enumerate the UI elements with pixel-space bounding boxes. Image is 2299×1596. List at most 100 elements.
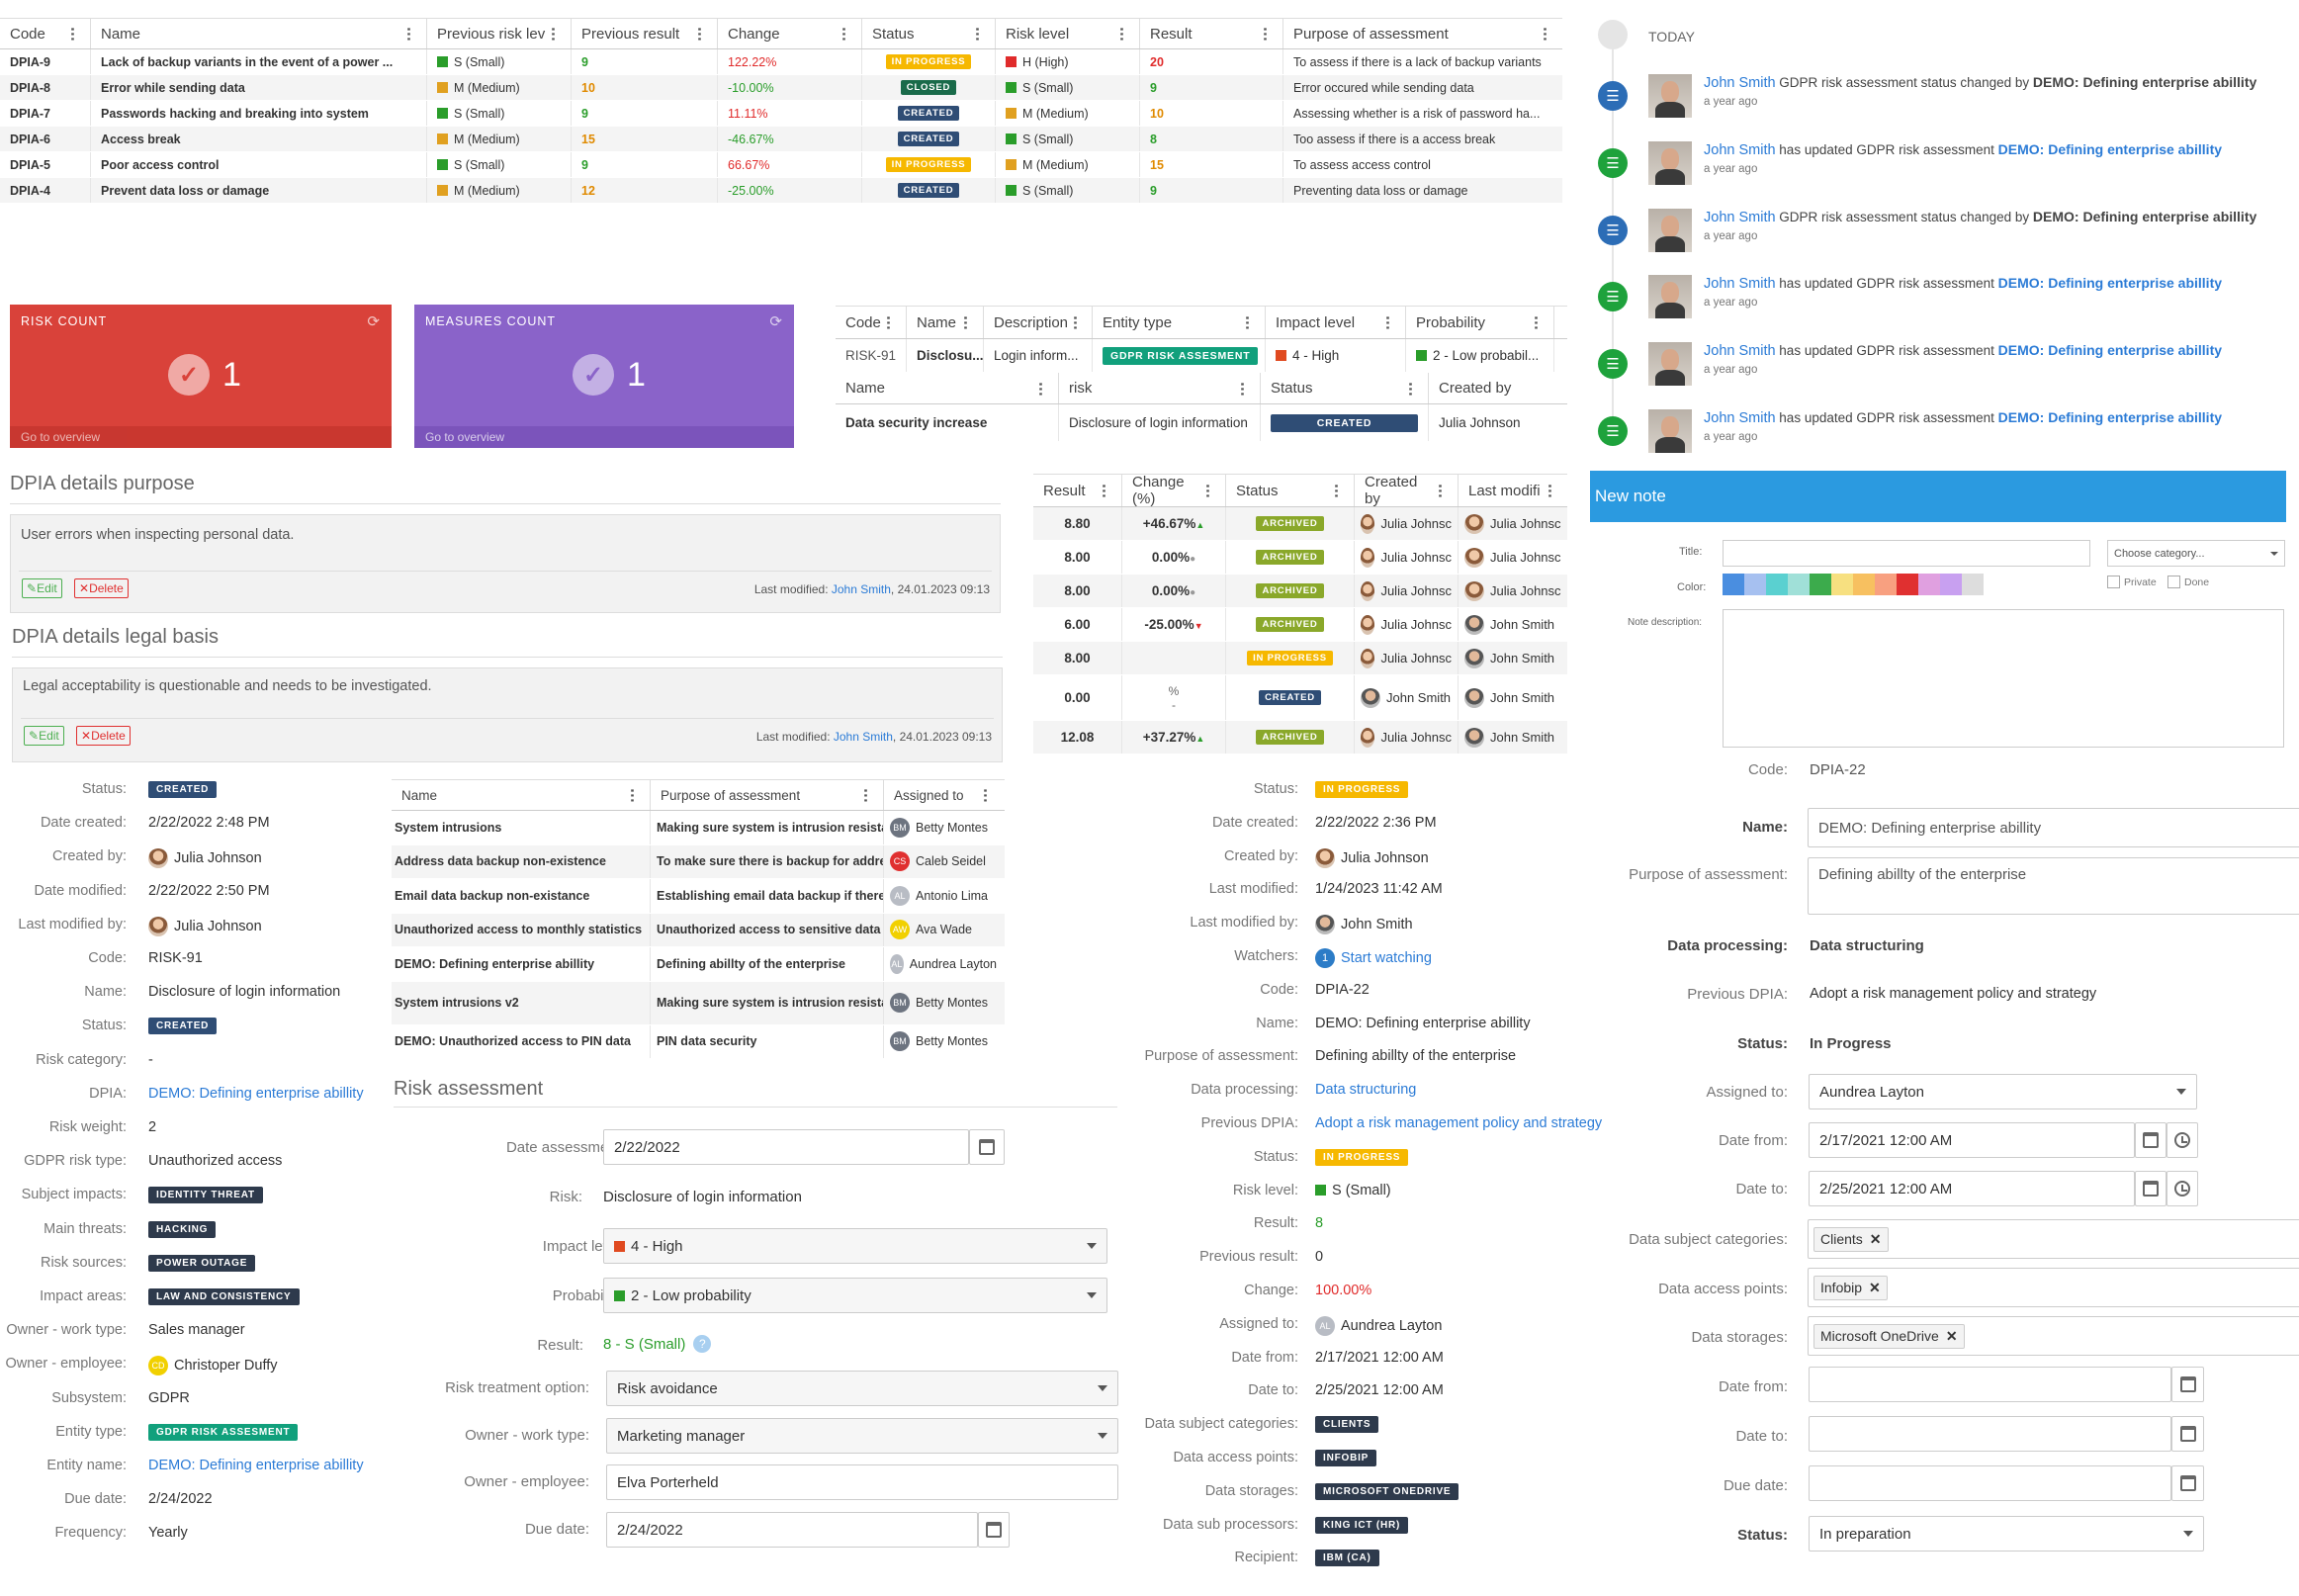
table-row[interactable]: DPIA-4 Prevent data loss or damage M (Medi… xyxy=(0,178,1562,204)
col-risk-level[interactable]: Risk level ⋯ xyxy=(996,19,1140,48)
color-swatch[interactable] xyxy=(1962,574,1984,595)
user-link[interactable]: John Smith xyxy=(1704,209,1776,225)
col-probability[interactable]: Probability ⋯ xyxy=(1406,307,1554,338)
date-picker-button[interactable] xyxy=(969,1129,1005,1165)
card-footer[interactable]: Go to overview xyxy=(414,426,794,448)
go-to-overview-link[interactable]: Go to overview xyxy=(425,430,505,444)
color-swatch[interactable] xyxy=(1723,574,1744,595)
entry-target-link[interactable]: DEMO: Defining enterprise abillity xyxy=(2032,208,2257,224)
col-purpose[interactable]: Purpose of assessment ⋯ xyxy=(651,780,884,810)
table-row[interactable]: Address data backup non-existence To make… xyxy=(392,844,1005,879)
entry-target-link[interactable]: DEMO: Defining enterprise abillity xyxy=(1997,140,2223,157)
col-description[interactable]: Description ⋯ xyxy=(984,307,1093,338)
date-assessment-input[interactable]: 2/22/2022 xyxy=(603,1129,969,1165)
column-menu-icon[interactable]: ⋯ xyxy=(64,27,81,41)
column-menu-icon[interactable]: ⋯ xyxy=(1542,484,1558,497)
col-impact[interactable]: Impact level ⋯ xyxy=(1266,307,1406,338)
prev-dpia-link[interactable]: Adopt a risk management policy and strat… xyxy=(1810,986,2097,1002)
col-name[interactable]: Name ⋯ xyxy=(91,19,427,48)
entry-target-link[interactable]: DEMO: Defining enterprise abillity xyxy=(1997,275,2223,292)
modified-user-link[interactable]: John Smith xyxy=(833,730,893,744)
card-footer[interactable]: Go to overview xyxy=(10,426,392,448)
date-to-time-button[interactable] xyxy=(2166,1171,2198,1206)
refresh-icon[interactable]: ⟳ xyxy=(367,313,380,330)
modified-user-link[interactable]: John Smith xyxy=(831,582,891,596)
delete-button[interactable]: ✕Delete xyxy=(76,726,131,746)
table-row[interactable]: 0.00% - CREATED John Smith John Smith xyxy=(1033,675,1567,721)
color-swatch[interactable] xyxy=(1853,574,1875,595)
col-entity[interactable]: Entity type ⋯ xyxy=(1093,307,1266,338)
edit-button[interactable]: ✎Edit xyxy=(22,578,62,598)
column-menu-icon[interactable]: ⋯ xyxy=(400,27,417,41)
remove-tag-icon[interactable]: ✕ xyxy=(1869,1279,1881,1295)
col-assigned[interactable]: Assigned to ⋯ xyxy=(884,780,1003,810)
access-points-input[interactable]: Infobip ✕ xyxy=(1808,1268,2299,1307)
go-to-overview-link[interactable]: Go to overview xyxy=(21,430,101,444)
column-menu-icon[interactable]: ⋯ xyxy=(1402,381,1419,396)
column-menu-icon[interactable]: ⋯ xyxy=(1096,484,1112,497)
owner-emp-input[interactable]: Elva Porterheld xyxy=(606,1464,1118,1500)
value-text[interactable]: DEMO: Defining enterprise abillity xyxy=(148,1085,364,1102)
treatment-select[interactable]: Risk avoidance xyxy=(606,1371,1118,1406)
dpia-value[interactable]: DEMO: Defining enterprise abillity xyxy=(148,1086,364,1102)
user-link[interactable]: John Smith xyxy=(1704,343,1776,360)
column-menu-icon[interactable]: ⋯ xyxy=(691,27,708,41)
color-swatch[interactable] xyxy=(1788,574,1810,595)
col-purpose[interactable]: Purpose of assessment ⋯ xyxy=(1283,19,1562,48)
help-icon[interactable]: ? xyxy=(693,1335,712,1353)
name-input[interactable]: DEMO: Defining enterprise abillity xyxy=(1808,808,2299,847)
col-code[interactable]: Code ⋯ xyxy=(836,307,907,338)
col-prev-result[interactable]: Previous result ⋯ xyxy=(572,19,718,48)
col-change[interactable]: Change (%) ⋯ xyxy=(1122,474,1226,507)
col-name[interactable]: Name ⋯ xyxy=(907,307,984,338)
col-status[interactable]: Status ⋯ xyxy=(862,19,996,48)
table-row[interactable]: 8.80 +46.67%▲ ARCHIVED Julia Johnsc Julia Jo… xyxy=(1033,507,1567,541)
table-row[interactable]: DPIA-7 Passwords hacking and breaking int… xyxy=(0,101,1562,127)
owner-work-select[interactable]: Marketing manager xyxy=(606,1418,1118,1454)
table-row[interactable]: DEMO: Defining enterprise abillity Defini… xyxy=(392,947,1005,982)
color-swatch[interactable] xyxy=(1918,574,1940,595)
value-text[interactable]: Adopt a risk management policy and strat… xyxy=(1315,1115,1603,1131)
date-from-calendar-button[interactable] xyxy=(2135,1122,2166,1158)
col-name[interactable]: Name ⋯ xyxy=(836,373,1059,403)
private-checkbox[interactable]: Private xyxy=(2107,576,2157,588)
table-row[interactable]: Data security increase Disclosure of log… xyxy=(836,404,1567,442)
assigned-select[interactable]: Aundrea Layton xyxy=(1809,1074,2197,1109)
risk-count-card[interactable]: RISK COUNT ⟳ ✓ 1 Go to overview xyxy=(10,305,392,448)
color-swatch[interactable] xyxy=(1831,574,1853,595)
table-row[interactable]: 8.00 IN PROGRESS Julia Johnsc John Smith xyxy=(1033,642,1567,675)
date-from-input[interactable]: 2/17/2021 12:00 AM xyxy=(1809,1122,2135,1158)
col-code[interactable]: Code ⋯ xyxy=(0,19,91,48)
done-checkbox[interactable]: Done xyxy=(2167,576,2209,588)
column-menu-icon[interactable]: ⋯ xyxy=(1239,315,1256,329)
color-swatch[interactable] xyxy=(1940,574,1962,595)
column-menu-icon[interactable]: ⋯ xyxy=(624,788,641,802)
table-row[interactable]: System intrusions Making sure system is i… xyxy=(392,811,1005,845)
remove-tag-icon[interactable]: ✕ xyxy=(1869,1230,1882,1247)
column-menu-icon[interactable]: ⋯ xyxy=(1432,484,1449,497)
table-row[interactable]: Email data backup non-existance Establish… xyxy=(392,879,1005,914)
table-row[interactable]: RISK-91 Disclosu... Login inform... GDPR… xyxy=(836,339,1567,373)
color-swatch[interactable] xyxy=(1810,574,1831,595)
column-menu-icon[interactable]: ⋯ xyxy=(836,27,852,41)
col-name[interactable]: Name ⋯ xyxy=(392,780,651,810)
entry-target-link[interactable]: DEMO: Defining enterprise abillity xyxy=(2032,74,2257,90)
date-from-time-button[interactable] xyxy=(2166,1122,2198,1158)
delete-button[interactable]: ✕Delete xyxy=(74,578,129,598)
column-menu-icon[interactable]: ⋯ xyxy=(1113,27,1130,41)
table-row[interactable]: DPIA-6 Access break M (Medium) 15 -46.67% CRE… xyxy=(0,127,1562,152)
prev-dpia-value[interactable]: Adopt a risk management policy and strat… xyxy=(1315,1115,1602,1131)
col-result[interactable]: Result ⋯ xyxy=(1033,475,1122,506)
table-row[interactable]: 12.08 +37.27%▲ ARCHIVED Julia Johnsc John Sm… xyxy=(1033,721,1567,754)
column-menu-icon[interactable]: ⋯ xyxy=(1032,381,1049,396)
due-date-picker-button[interactable] xyxy=(978,1512,1010,1548)
category-select[interactable]: Choose category... xyxy=(2107,540,2285,567)
measures-count-card[interactable]: MEASURES COUNT ⟳ ✓ 1 Go to overview xyxy=(414,305,794,448)
table-row[interactable]: DEMO: Unauthorized access to PIN data PIN… xyxy=(392,1024,1005,1059)
column-menu-icon[interactable]: ⋯ xyxy=(1328,484,1345,497)
start-watching-link[interactable]: Start watching xyxy=(1341,950,1432,966)
column-menu-icon[interactable]: ⋯ xyxy=(1528,315,1545,329)
purpose-textarea[interactable]: Defining abillty of the enterprise xyxy=(1808,857,2299,915)
date-to-calendar-button[interactable] xyxy=(2135,1171,2166,1206)
column-menu-icon[interactable]: ⋯ xyxy=(1067,315,1085,329)
